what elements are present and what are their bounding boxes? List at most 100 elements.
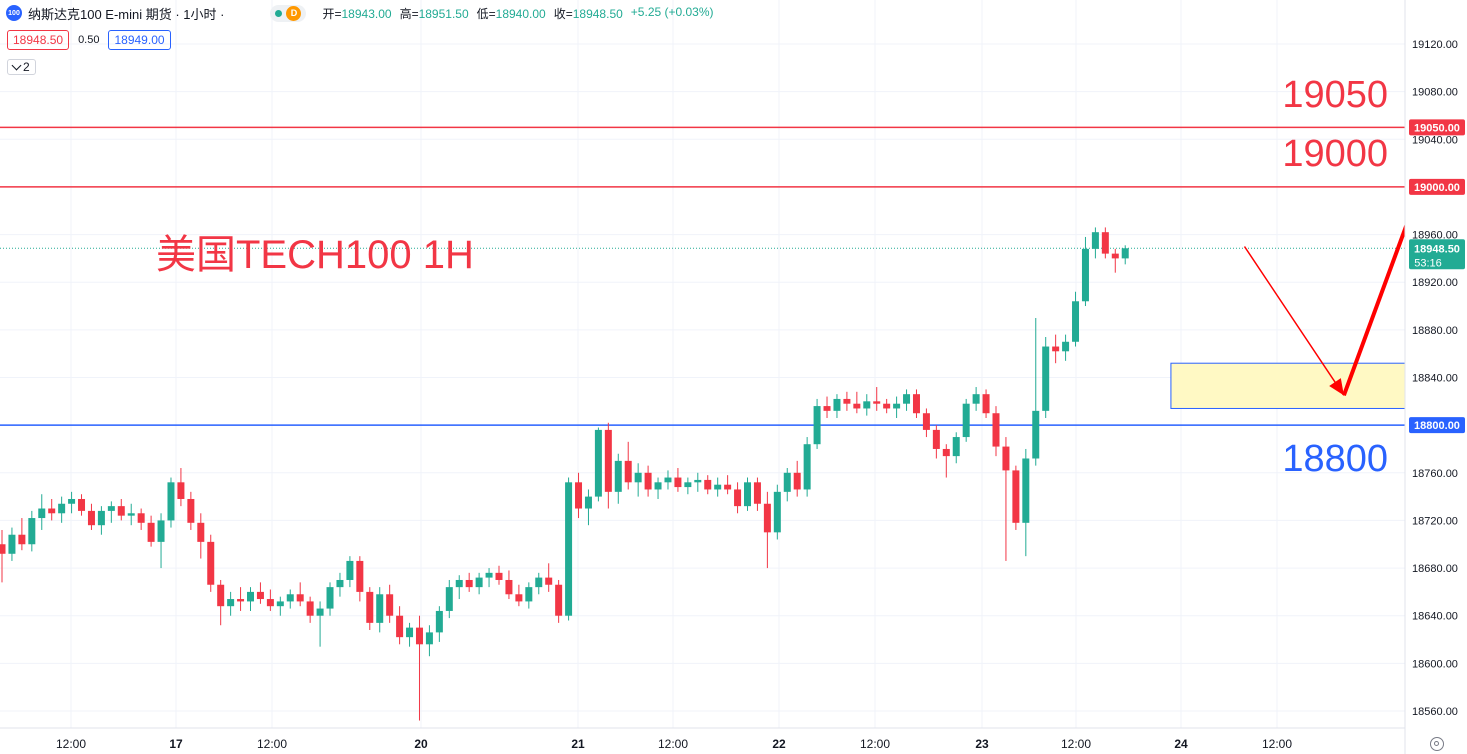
candle bbox=[227, 591, 235, 616]
candle bbox=[604, 422, 612, 509]
candle bbox=[187, 491, 195, 530]
price-tick-label: 18960.00 bbox=[1412, 230, 1458, 242]
price-tick-label: 18600.00 bbox=[1412, 658, 1458, 670]
candle-body bbox=[1032, 410, 1040, 459]
time-axis[interactable]: 12:00 17 12:00 20 21 12:00 22 12:00 23 12:00 24 12:… bbox=[0, 727, 1405, 751]
candle bbox=[535, 572, 543, 595]
candle-body bbox=[654, 482, 662, 490]
candle-body bbox=[8, 534, 16, 554]
candle bbox=[1052, 334, 1060, 364]
candle-body bbox=[28, 518, 36, 545]
candle bbox=[147, 515, 155, 547]
candle bbox=[237, 587, 245, 611]
candle-body bbox=[545, 577, 553, 585]
candle-body bbox=[664, 477, 672, 483]
symbol-title[interactable]: 纳斯达克100 E-mini 期货 · 1小时 · bbox=[28, 6, 225, 22]
candle-body bbox=[555, 584, 563, 616]
candle-body bbox=[1111, 253, 1119, 259]
candle bbox=[843, 391, 851, 411]
candle bbox=[415, 615, 423, 721]
price-tick-label: 18720.00 bbox=[1412, 515, 1458, 527]
candle bbox=[306, 596, 314, 623]
market-status[interactable]: D bbox=[270, 4, 307, 22]
time-tick-label: 12:00 bbox=[658, 737, 688, 751]
level-label-19050: 19050 bbox=[1282, 74, 1388, 116]
candle bbox=[316, 601, 324, 647]
candle-body bbox=[594, 429, 602, 497]
candle-body bbox=[366, 591, 374, 623]
candle bbox=[1042, 337, 1050, 418]
time-tick-label: 12:00 bbox=[56, 737, 86, 751]
candle bbox=[1121, 245, 1129, 265]
candle bbox=[813, 398, 821, 449]
candle bbox=[714, 477, 722, 497]
candle-body bbox=[912, 394, 920, 414]
candle-body bbox=[783, 472, 791, 492]
candle-body bbox=[495, 572, 503, 580]
candle-body bbox=[793, 472, 801, 490]
symbol-logo-icon[interactable]: 100 bbox=[6, 5, 22, 21]
candle-body bbox=[217, 584, 225, 607]
candle-body bbox=[485, 572, 493, 578]
candle bbox=[346, 556, 354, 588]
candle bbox=[912, 389, 920, 418]
candle bbox=[684, 477, 692, 495]
candle-body bbox=[873, 401, 881, 404]
candle bbox=[505, 570, 513, 600]
high-value: 18951.50 bbox=[418, 6, 469, 21]
candle bbox=[87, 503, 95, 530]
candle bbox=[1002, 437, 1010, 561]
candle bbox=[1032, 317, 1040, 466]
candle bbox=[376, 587, 384, 633]
sell-button[interactable]: 18948.50 bbox=[7, 30, 70, 50]
candle bbox=[406, 622, 414, 647]
level-axis-badge bbox=[1409, 417, 1465, 434]
candle bbox=[18, 518, 26, 551]
candle-body bbox=[624, 460, 632, 483]
indicators-toggle-button[interactable]: 2 bbox=[7, 59, 36, 75]
candle bbox=[773, 484, 781, 540]
candle bbox=[495, 565, 503, 585]
candle bbox=[932, 425, 940, 459]
time-tick-label: 12:00 bbox=[1262, 737, 1292, 751]
candle bbox=[972, 387, 980, 411]
candle-body bbox=[1042, 346, 1050, 411]
candle bbox=[515, 584, 523, 607]
projection-down-line bbox=[1243, 246, 1345, 396]
gear-icon[interactable] bbox=[1430, 737, 1444, 751]
candle bbox=[386, 584, 394, 623]
candle-body bbox=[883, 403, 891, 409]
current-price-badge bbox=[1409, 239, 1465, 270]
candle bbox=[326, 582, 334, 616]
candle-body bbox=[187, 498, 195, 523]
candle-body bbox=[227, 599, 235, 607]
candle bbox=[883, 398, 891, 414]
candle-body bbox=[97, 510, 105, 526]
candle bbox=[127, 503, 135, 526]
candle-body bbox=[386, 594, 394, 616]
candle-body bbox=[38, 508, 46, 519]
candle bbox=[763, 491, 771, 569]
candle bbox=[555, 579, 563, 623]
level-axis-badge bbox=[1409, 178, 1465, 195]
candle bbox=[0, 529, 6, 583]
candle-body bbox=[744, 482, 751, 507]
open-value: 18943.00 bbox=[341, 6, 392, 21]
candle-body bbox=[1062, 341, 1070, 352]
buy-button[interactable]: 18949.00 bbox=[108, 30, 171, 50]
candle bbox=[624, 441, 632, 490]
chart-title: 美国TECH100 1H bbox=[156, 233, 474, 277]
candle-body bbox=[87, 510, 95, 526]
candle-body bbox=[247, 591, 254, 602]
candle-body bbox=[346, 560, 354, 580]
indicators-count: 2 bbox=[23, 60, 30, 74]
change-value: +5.25 (+0.03%) bbox=[630, 4, 714, 19]
candle bbox=[455, 575, 463, 600]
close-value: 18948.50 bbox=[572, 6, 623, 21]
candle bbox=[893, 396, 901, 418]
bid-ask-panel: 18948.50 0.50 18949.00 bbox=[7, 30, 171, 50]
price-axis[interactable]: 18560.00 18600.00 18640.00 18680.00 18720.00… bbox=[1404, 0, 1467, 754]
candle bbox=[654, 477, 662, 499]
candle-body bbox=[465, 579, 473, 588]
